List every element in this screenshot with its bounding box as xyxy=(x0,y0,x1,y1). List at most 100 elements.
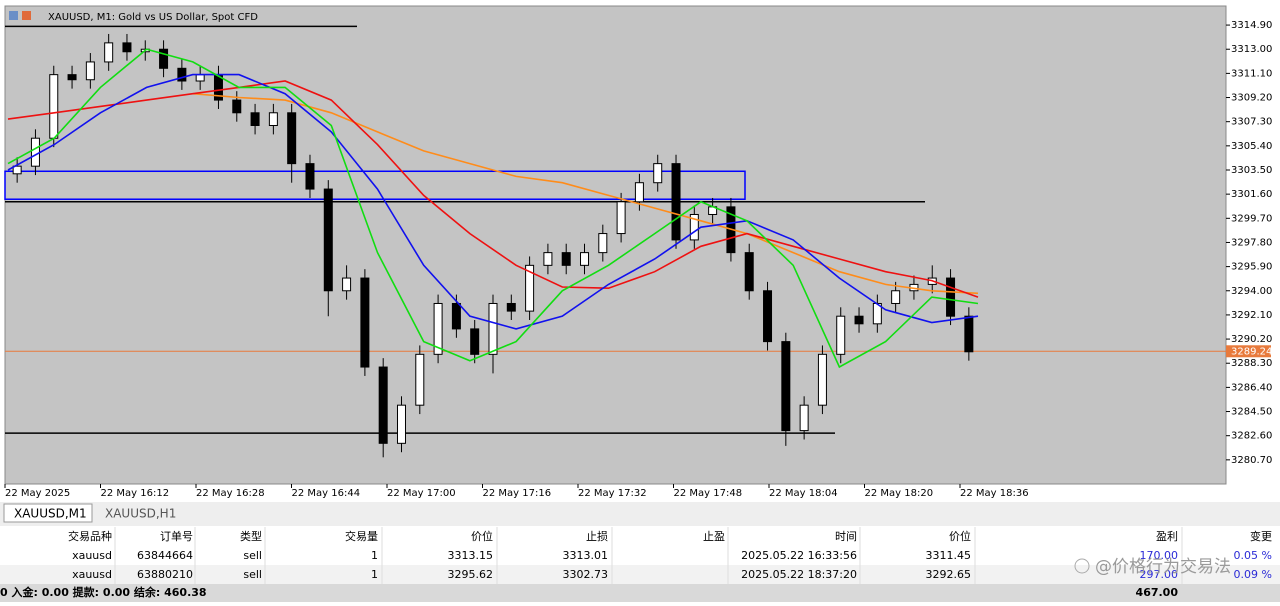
candle-body xyxy=(67,74,77,81)
candle-body xyxy=(250,112,260,126)
y-tick-label: 3314.90 xyxy=(1231,20,1272,31)
table-cell: 2025.05.22 18:37:20 xyxy=(741,568,857,581)
candle-body xyxy=(799,404,809,432)
candle-body xyxy=(836,315,846,355)
candle-body xyxy=(891,290,901,304)
candle-body xyxy=(525,264,535,312)
y-tick-label: 3295.90 xyxy=(1231,262,1272,273)
ma-line xyxy=(7,48,979,369)
y-tick-label: 3280.70 xyxy=(1231,455,1272,466)
candle-body xyxy=(781,341,791,432)
candle-body xyxy=(744,252,754,292)
candle-body xyxy=(122,42,132,53)
candle-body xyxy=(30,137,40,167)
watermark-icon xyxy=(1074,558,1090,574)
tab-label[interactable]: XAUUSD,M1 xyxy=(14,507,87,521)
y-tick-label: 3309.20 xyxy=(1231,93,1272,104)
table-cell: sell xyxy=(243,568,262,581)
window-icon xyxy=(22,11,31,20)
candle-body xyxy=(470,328,480,355)
x-tick-label: 22 May 18:36 xyxy=(960,488,1029,499)
table-header: 时间 xyxy=(835,530,857,543)
y-tick-label: 3282.60 xyxy=(1231,431,1272,442)
table-cell: 297.00 xyxy=(1140,568,1179,581)
candle-body xyxy=(488,302,498,355)
price-tag xyxy=(1226,345,1271,358)
footer-bg xyxy=(0,584,1280,602)
x-tick-label: 22 May 17:32 xyxy=(578,488,647,499)
candle-body xyxy=(561,252,571,266)
y-tick-label: 3303.50 xyxy=(1231,165,1272,176)
row-bg xyxy=(0,546,1280,565)
candle-body xyxy=(85,61,95,81)
x-tick-label: 22 May 18:20 xyxy=(865,488,934,499)
x-tick-label: 22 May 2025 xyxy=(5,488,70,499)
candle-body xyxy=(195,74,205,82)
table-cell: sell xyxy=(243,549,262,562)
candle-body xyxy=(415,353,425,406)
watermark: @价格行为交易法 xyxy=(1095,557,1231,577)
y-tick-label: 3311.10 xyxy=(1231,68,1272,79)
plot-area xyxy=(4,5,1227,485)
tab-label[interactable]: XAUUSD,H1 xyxy=(105,507,176,521)
ma-line xyxy=(7,73,979,330)
candle-body xyxy=(323,188,333,292)
table-cell: 0.09 % xyxy=(1234,568,1272,581)
candle-body xyxy=(396,404,406,444)
table-header: 价位 xyxy=(949,529,971,543)
table-cell: 1 xyxy=(371,549,378,562)
tab-bar xyxy=(0,502,1280,526)
candle-body xyxy=(232,99,242,114)
row-bg xyxy=(0,565,1280,584)
x-tick-label: 22 May 16:44 xyxy=(292,488,361,499)
ma-line xyxy=(7,80,979,298)
y-tick-label: 3294.00 xyxy=(1231,286,1272,297)
table-header-bg xyxy=(0,527,1280,546)
table-header: 交易量 xyxy=(345,529,378,543)
table-cell: xauusd xyxy=(72,549,112,562)
table-header: 变更 xyxy=(1250,529,1272,543)
table-cell: 1 xyxy=(371,568,378,581)
candle-body xyxy=(653,163,663,184)
candle-body xyxy=(49,74,59,139)
footer-summary: 0 入金: 0.00 提款: 0.00 结余: 460.38 xyxy=(0,585,207,599)
y-tick-label: 3299.70 xyxy=(1231,213,1272,224)
table-cell: 3311.45 xyxy=(926,549,972,562)
y-tick-label: 3290.20 xyxy=(1231,334,1272,345)
candle-body xyxy=(360,277,370,368)
y-tick-label: 3307.30 xyxy=(1231,117,1272,128)
candle-body xyxy=(287,112,297,165)
table-cell: 63880210 xyxy=(137,568,193,581)
candle-body xyxy=(689,213,699,241)
candle-body xyxy=(946,277,956,317)
table-cell: 3302.73 xyxy=(563,568,609,581)
candle-body xyxy=(580,252,590,266)
candle-body xyxy=(671,163,681,241)
candle-body xyxy=(763,290,773,343)
candle-body xyxy=(964,315,974,353)
tab-active[interactable] xyxy=(3,503,93,523)
y-tick-label: 3297.80 xyxy=(1231,237,1272,248)
candle-body xyxy=(268,112,278,126)
table-cell: 3313.01 xyxy=(563,549,609,562)
table-header: 交易品种 xyxy=(68,529,112,543)
y-tick-label: 3286.40 xyxy=(1231,382,1272,393)
table-header: 止盈 xyxy=(703,530,725,543)
candle-body xyxy=(543,252,553,266)
table-cell: 63844664 xyxy=(137,549,193,562)
y-tick-label: 3313.00 xyxy=(1231,44,1272,55)
price-tag-label: 3289.24 xyxy=(1231,346,1272,357)
y-tick-label: 3305.40 xyxy=(1231,141,1272,152)
table-cell: 3313.15 xyxy=(448,549,494,562)
table-header: 止损 xyxy=(586,529,608,543)
candle-body xyxy=(616,201,626,235)
candle-body xyxy=(305,163,315,190)
window-icon xyxy=(9,11,18,20)
table-cell: 0.05 % xyxy=(1234,549,1272,562)
x-tick-label: 22 May 16:12 xyxy=(101,488,170,499)
candle-body xyxy=(104,42,114,63)
candle-body xyxy=(433,302,443,355)
ma-line xyxy=(192,92,979,295)
trade-table: 0 入金: 0.00 提款: 0.00 结余: 460.38 467.00 交易… xyxy=(0,527,1280,602)
